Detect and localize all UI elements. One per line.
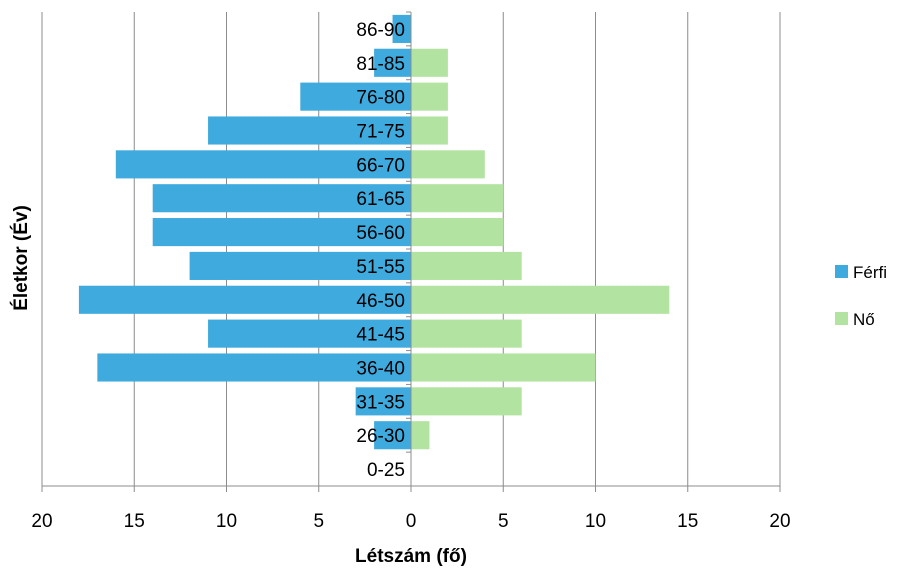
bar-no-26-30	[411, 421, 430, 450]
legend-swatch-no	[835, 312, 848, 325]
bar-ferfi-76-80	[300, 82, 411, 111]
category-label: 51-55	[356, 257, 405, 278]
bar-no-41-45	[411, 319, 522, 348]
legend-swatch-ferfi	[835, 265, 848, 278]
category-label: 36-40	[356, 359, 405, 380]
bar-no-66-70	[411, 150, 485, 179]
bar-no-36-40	[411, 353, 596, 382]
bar-no-81-85	[411, 48, 448, 77]
category-labels: 86-90 81-85 76-80 71-75 66-70 61-65 56-60 51-55…	[356, 20, 405, 481]
bar-no-76-80	[411, 82, 448, 111]
category-label: 81-85	[356, 54, 405, 75]
bar-no-46-50	[411, 285, 670, 314]
bar-ferfi-26-30	[374, 421, 411, 450]
category-label: 46-50	[356, 291, 405, 312]
x-tick-label: 15	[124, 511, 145, 532]
legend-label-no: Nő	[853, 310, 875, 329]
x-tick-label: 15	[677, 511, 698, 532]
x-tick-labels: 20 15 10 5 0 5 10 15 20	[31, 511, 790, 532]
x-axis-title: Létszám (fő)	[355, 546, 467, 567]
category-label: 31-35	[356, 392, 405, 413]
bar-no-56-60	[411, 218, 504, 247]
bar-ferfi-81-85	[374, 48, 411, 77]
y-axis-title: Életkor (Év)	[10, 205, 32, 311]
bar-ferfi-41-45	[208, 319, 411, 348]
x-tick-label: 5	[498, 511, 509, 532]
bar-ferfi-51-55	[189, 251, 411, 280]
bar-ferfi-61-65	[152, 184, 411, 213]
bar-ferfi-46-50	[78, 285, 412, 314]
category-label: 86-90	[356, 20, 405, 41]
bar-no-51-55	[411, 251, 522, 280]
bar-no-61-65	[411, 184, 504, 213]
legend: Férfi Nő	[835, 263, 887, 329]
x-tick-label: 20	[769, 511, 790, 532]
category-label: 56-60	[356, 223, 405, 244]
bar-ferfi-66-70	[115, 150, 412, 179]
category-label: 26-30	[356, 426, 405, 447]
bar-no-71-75	[411, 116, 448, 145]
category-label: 41-45	[356, 325, 405, 346]
x-tick-label: 20	[31, 511, 52, 532]
legend-label-ferfi: Férfi	[853, 263, 887, 282]
axes	[41, 11, 781, 492]
bar-ferfi-86-90	[392, 14, 411, 43]
bars	[78, 14, 670, 450]
bar-ferfi-71-75	[208, 116, 411, 145]
bar-no-31-35	[411, 387, 522, 416]
category-label: 0-25	[367, 460, 405, 481]
bar-ferfi-31-35	[355, 387, 411, 416]
bar-ferfi-36-40	[97, 353, 411, 382]
category-label: 61-65	[356, 189, 405, 210]
category-label: 76-80	[356, 88, 405, 109]
bar-ferfi-56-60	[152, 218, 411, 247]
category-label: 66-70	[356, 155, 405, 176]
x-tick-label: 0	[406, 511, 417, 532]
x-tick-label: 10	[585, 511, 606, 532]
category-label: 71-75	[356, 122, 405, 143]
x-tick-label: 10	[216, 511, 237, 532]
x-tick-label: 5	[313, 511, 324, 532]
